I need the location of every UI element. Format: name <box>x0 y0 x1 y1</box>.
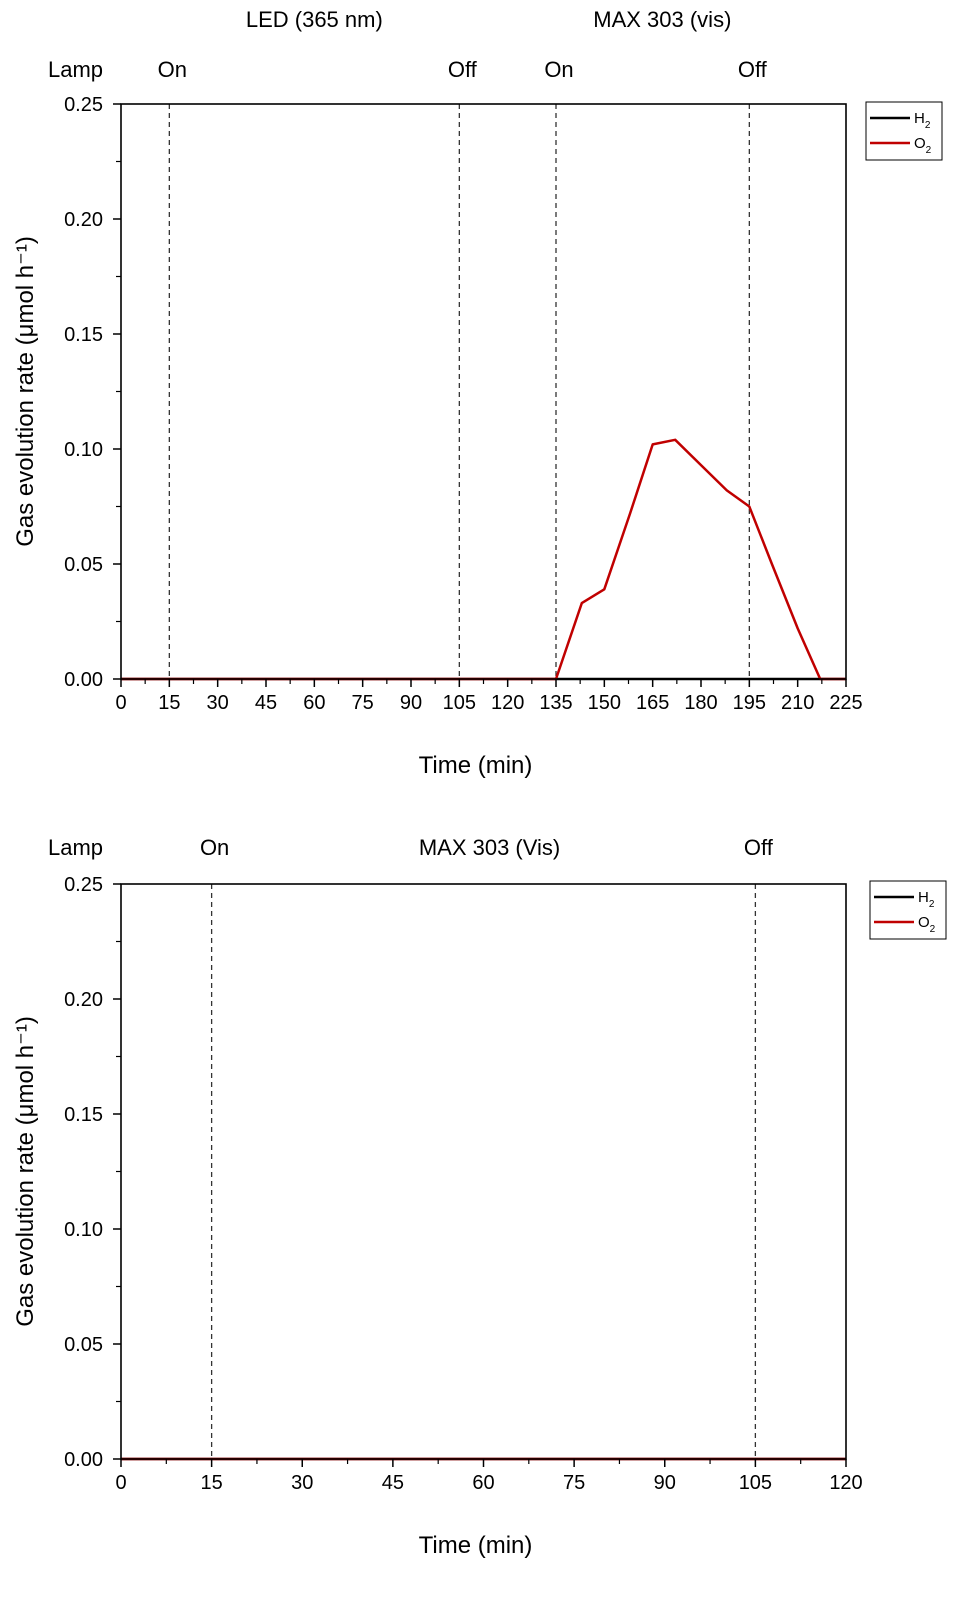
series-line-o2 <box>121 438 846 681</box>
y-tick-label: 0.10 <box>64 1219 103 1241</box>
lamp-event-label: On <box>158 57 187 82</box>
x-tick-label: 30 <box>207 692 229 714</box>
lamp-label: Lamp <box>48 57 103 82</box>
plot-frame <box>120 103 847 680</box>
x-axis-title: Time (min) <box>419 1532 533 1559</box>
y-axis-title: Gas evolution rate (μmol h⁻¹) <box>12 236 39 547</box>
plot-frame <box>120 883 847 1460</box>
x-tick-label: 120 <box>829 1472 862 1494</box>
y-tick-label: 0.10 <box>64 439 103 461</box>
y-tick-label: 0.25 <box>64 874 103 896</box>
legend-label: H2 <box>918 889 935 910</box>
lamp-label: Lamp <box>48 835 103 860</box>
y-tick-label: 0.00 <box>64 1449 103 1471</box>
x-tick-label: 45 <box>382 1472 404 1494</box>
y-tick-label: 0.15 <box>64 1104 103 1126</box>
y-axis-title: Gas evolution rate (μmol h⁻¹) <box>12 1016 39 1327</box>
x-tick-label: 165 <box>636 692 669 714</box>
y-tick-label: 0.20 <box>64 209 103 231</box>
y-tick-label: 0.05 <box>64 1334 103 1356</box>
lamp-event-label: Off <box>448 57 478 82</box>
x-tick-label: 60 <box>472 1472 494 1494</box>
y-tick-label: 0.25 <box>64 94 103 116</box>
x-tick-label: 195 <box>733 692 766 714</box>
x-tick-label: 105 <box>739 1472 772 1494</box>
legend-box <box>869 880 947 940</box>
x-tick-label: 60 <box>303 692 325 714</box>
y-tick-label: 0.15 <box>64 324 103 346</box>
x-tick-label: 210 <box>781 692 814 714</box>
chart-panel-2: 0.00 0.05 0.10 0.15 0.20 0.25 0 15 30 45 60 75 90 105… <box>12 835 947 1559</box>
x-tick-label: 105 <box>443 692 476 714</box>
y-tick-label: 0.00 <box>64 669 103 691</box>
lamp-event-label: On <box>544 57 573 82</box>
x-tick-label: 0 <box>115 1472 126 1494</box>
legend-box <box>865 101 943 161</box>
x-tick-label: 15 <box>201 1472 223 1494</box>
x-tick-label: 180 <box>684 692 717 714</box>
chart-panel-1: 0.00 0.05 0.10 0.15 0.20 0.25 0 15 30 45 60 75 90 105… <box>12 7 943 779</box>
x-tick-label: 120 <box>491 692 524 714</box>
legend-label: O2 <box>918 914 936 935</box>
x-tick-label: 0 <box>115 692 126 714</box>
x-axis-title: Time (min) <box>419 752 533 779</box>
x-tick-label: 225 <box>829 692 862 714</box>
x-tick-label: 30 <box>291 1472 313 1494</box>
x-tick-label: 150 <box>588 692 621 714</box>
x-tick-label: 90 <box>654 1472 676 1494</box>
x-tick-label: 15 <box>158 692 180 714</box>
x-tick-label: 75 <box>563 1472 585 1494</box>
legend-label: O2 <box>914 135 932 156</box>
light-source-label: MAX 303 (vis) <box>593 7 731 32</box>
y-tick-label: 0.20 <box>64 989 103 1011</box>
x-tick-label: 45 <box>255 692 277 714</box>
lamp-event-label: On <box>200 835 229 860</box>
y-tick-label: 0.05 <box>64 554 103 576</box>
lamp-event-label: Off <box>738 57 768 82</box>
light-source-label: MAX 303 (Vis) <box>419 835 560 860</box>
light-source-label: LED (365 nm) <box>246 7 383 32</box>
x-tick-label: 75 <box>352 692 374 714</box>
lamp-event-label: Off <box>744 835 774 860</box>
x-tick-label: 90 <box>400 692 422 714</box>
legend-label: H2 <box>914 110 931 131</box>
x-tick-label: 135 <box>539 692 572 714</box>
